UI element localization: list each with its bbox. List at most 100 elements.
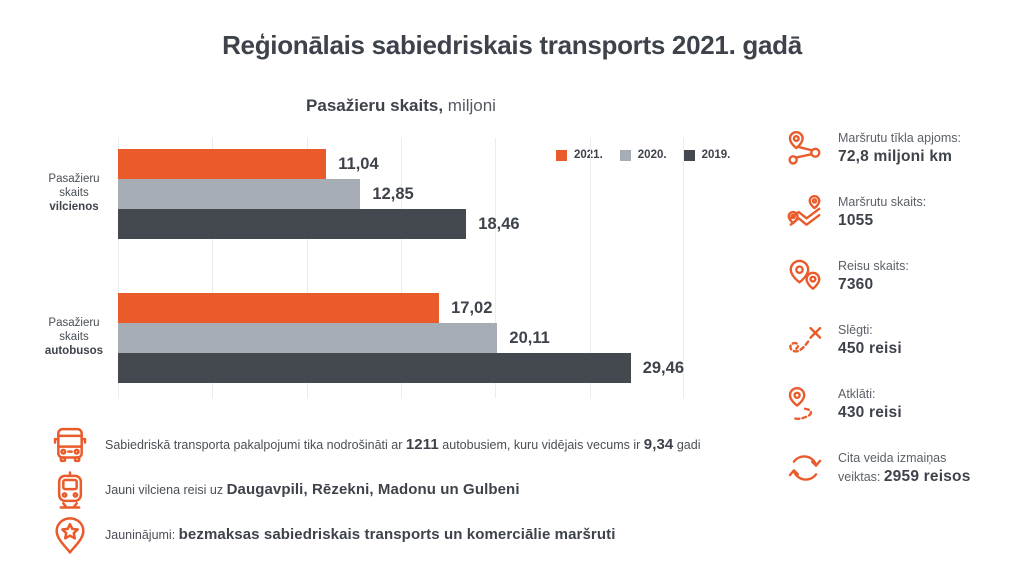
stat-label: Slēgti:	[838, 323, 873, 337]
stat-value-line: 430 reisi	[838, 404, 902, 422]
bar-value-2021-buses: 17,02	[451, 298, 493, 317]
note-text: Jauninājumi: bezmaksas sabiedriskais tra…	[105, 527, 616, 543]
gridline	[118, 138, 119, 398]
stat-value: 450 reisi	[838, 340, 902, 357]
opened-route-icon	[788, 386, 813, 421]
category-line-bold: autobusos	[44, 345, 104, 357]
star-pin-icon	[55, 517, 85, 554]
map-routes-icon	[787, 194, 821, 226]
note-text: Jauni vilciena reisi uz Daugavpili, Rēze…	[105, 482, 520, 498]
stat-value: 7360	[838, 276, 874, 293]
category-line: Pasažieru	[48, 173, 100, 185]
bar-2021-trains	[118, 149, 327, 179]
note-novelties: Jauninājumi: bezmaksas sabiedriskais tra…	[50, 513, 762, 557]
closed-route-icon	[789, 326, 822, 353]
bus-icon	[53, 427, 87, 463]
stat-text: Reisu skaits: 7360	[838, 258, 909, 294]
note-segment-bold: bezmaksas sabiedriskais transports un ko…	[178, 526, 616, 543]
bar-2020-trains	[118, 179, 361, 209]
legend-item-2019: 2019.	[683, 149, 731, 161]
stat-prefix: veiktas:	[838, 470, 884, 484]
bar-row-2020-trains: 12,85	[118, 179, 684, 209]
category-line: Pasažieru	[48, 317, 100, 329]
note-trains: Jauni vilciena reisi uz Daugavpili, Rēze…	[50, 468, 762, 512]
refresh-icon	[788, 455, 822, 481]
note-segment-bold: 9,34	[643, 436, 674, 453]
bar-value-2019-trains: 18,46	[478, 214, 520, 233]
gridline	[589, 138, 591, 398]
category-line-bold: vilcienos	[49, 201, 99, 213]
stat-text: Atklāti: 430 reisi	[838, 386, 902, 422]
gridline	[495, 138, 497, 398]
stat-value-line: 1055	[838, 212, 926, 230]
stat-value-line: veiktas: 2959 reisos	[838, 468, 971, 486]
stat-trip-count: Reisu skaits: 7360	[786, 254, 1022, 298]
bar-2019-trains	[118, 209, 467, 239]
bar-row-2019-buses: 29,46	[118, 353, 684, 383]
gridline	[306, 138, 308, 398]
legend-label-2020: 2020.	[637, 149, 667, 161]
bar-2019-buses	[118, 353, 631, 383]
route-network-icon	[788, 130, 821, 165]
bar-2021-buses	[118, 293, 440, 323]
stat-text: Cita veida izmaiņas veiktas: 2959 reisos	[838, 450, 971, 486]
train-icon	[57, 471, 83, 509]
category-line: skaits	[59, 331, 89, 343]
bar-value-2021-trains: 11,04	[338, 154, 379, 173]
note-segment: Jauninājumi:	[105, 528, 179, 542]
bar-value-2020-trains: 12,85	[372, 184, 414, 203]
gridline	[212, 138, 214, 398]
stat-value-line: 7360	[838, 276, 909, 294]
category-line: skaits	[59, 187, 89, 199]
stat-label: Cita veida izmaiņas	[838, 451, 947, 465]
stat-value: 72,8 miljoni km	[838, 148, 953, 165]
note-segment-bold: Daugavpili, Rēzekni, Madonu un Gulbeni	[226, 481, 520, 498]
legend-swatch-2021	[556, 149, 567, 161]
bar-row-2021-buses: 17,02	[118, 293, 684, 323]
stat-label: Reisu skaits:	[838, 259, 909, 273]
bar-row-2020-buses: 20,11	[118, 323, 684, 353]
note-segment-bold: 1211	[405, 436, 439, 453]
legend-label-2021: 2021.	[574, 149, 603, 161]
chart-subtitle: Pasažieru skaits, miljoni	[118, 96, 684, 116]
stat-text: Slēgti: 450 reisi	[838, 322, 902, 358]
map-pins-icon	[789, 259, 821, 290]
legend-label-2019: 2019.	[701, 149, 731, 161]
legend-swatch-2020	[619, 149, 631, 161]
stat-route-count: Maršrutu skaits: 1055	[786, 190, 1022, 234]
stat-value-line: 72,8 miljoni km	[838, 148, 961, 166]
bar-row-2021-trains: 11,04	[118, 149, 684, 179]
stat-opened-trips: Atklāti: 430 reisi	[786, 382, 1022, 426]
stat-network-volume: Maršrutu tīkla apjoms: 72,8 miljoni km	[786, 126, 1022, 170]
stat-label: Maršrutu skaits:	[838, 195, 927, 209]
category-label-trains: Pasažieru skaits vilcienos	[36, 172, 112, 214]
bar-value-2020-buses: 20,11	[509, 328, 550, 347]
legend-item-2021: 2021.	[556, 149, 603, 161]
stat-value: 430 reisi	[838, 404, 902, 421]
stat-label: Maršrutu tīkla apjoms:	[838, 131, 961, 145]
stat-value: 1055	[838, 212, 874, 229]
chart-subtitle-bold: Pasažieru skaits,	[306, 96, 444, 115]
legend-swatch-2019	[683, 149, 695, 161]
bar-chart-plot: 11,04 12,85 18,46 17,02 20,11 29,46	[118, 138, 684, 398]
chart-legend: 2021. 2020. 2019.	[556, 149, 730, 161]
notes-section: Sabiedriskā transporta pakalpojumi tika …	[50, 423, 762, 558]
note-segment: Jauni vilciena reisi uz	[105, 483, 227, 497]
stats-sidebar: Maršrutu tīkla apjoms: 72,8 miljoni km M…	[786, 126, 1022, 510]
stat-value: 2959 reisos	[883, 468, 971, 485]
legend-item-2020: 2020.	[619, 149, 667, 161]
note-segment: autobusiem, kuru vidējais vecums ir	[438, 438, 644, 452]
bar-row-2019-trains: 18,46	[118, 209, 684, 239]
note-text: Sabiedriskā transporta pakalpojumi tika …	[105, 437, 700, 453]
bar-value-2019-buses: 29,46	[642, 358, 684, 377]
gridline	[683, 138, 684, 398]
bar-2020-buses	[118, 323, 498, 353]
stat-text: Maršrutu skaits: 1055	[838, 194, 926, 230]
chart-subtitle-unit: miljoni	[443, 96, 496, 115]
category-label-buses: Pasažieru skaits autobusos	[36, 316, 112, 358]
stat-closed-trips: Slēgti: 450 reisi	[786, 318, 1022, 362]
stat-text: Maršrutu tīkla apjoms: 72,8 miljoni km	[838, 130, 961, 166]
page-title: Reģionālais sabiedriskais transports 202…	[222, 30, 802, 60]
note-buses: Sabiedriskā transporta pakalpojumi tika …	[50, 423, 762, 467]
